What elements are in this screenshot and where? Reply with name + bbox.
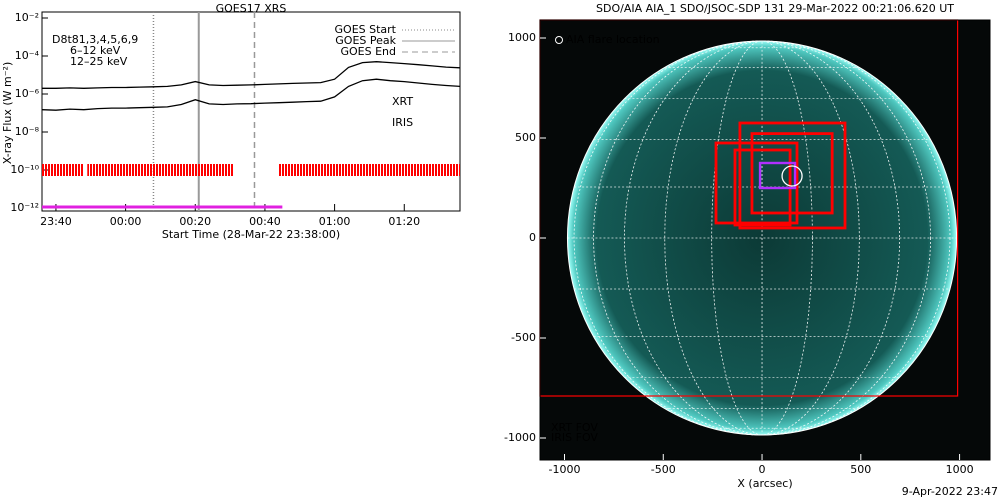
y-tick-label: 1000 xyxy=(508,31,536,44)
chart-title: SDO/AIA AIA_1 SDO/JSOC-SDP 131 29-Mar-20… xyxy=(596,2,954,15)
legend-label: GOES Peak xyxy=(335,34,396,47)
y-tick-label: 10⁻¹⁰ xyxy=(10,163,39,176)
y-axis-label: X-ray Flux (W m⁻²) xyxy=(1,62,14,164)
xrt-fov-box xyxy=(714,141,799,225)
x-tick-label: -500 xyxy=(651,463,676,476)
x-tick-label: 00:20 xyxy=(179,215,211,228)
x-axis-label: Start Time (28-Mar-22 23:38:00) xyxy=(162,228,340,241)
x-tick-label: 00:00 xyxy=(110,215,142,228)
y-tick-label: 10⁻⁸ xyxy=(15,125,40,138)
flare-legend-label: AIA flare location xyxy=(566,33,660,46)
xrt-coverage xyxy=(87,164,234,176)
flux-line xyxy=(42,61,461,89)
xrt-fov-box xyxy=(738,121,847,230)
flare-legend-symbol xyxy=(555,36,563,44)
chart-title: GOES17 XRS xyxy=(216,2,287,15)
x-tick-label: 00:40 xyxy=(249,215,281,228)
meridian xyxy=(593,40,931,436)
y-tick-label: -500 xyxy=(511,331,536,344)
x-tick-label: 1000 xyxy=(946,463,974,476)
legend-label: GOES End xyxy=(340,45,396,58)
y-tick-label: 500 xyxy=(515,131,536,144)
iris-label: IRIS xyxy=(392,116,413,129)
y-tick-label: 10⁻⁴ xyxy=(15,49,40,62)
plot-frame xyxy=(539,19,991,461)
iris-fov-label: IRIS FOV xyxy=(551,431,598,444)
xrt-coverage xyxy=(42,164,84,176)
iris-fov-box xyxy=(758,161,797,190)
y-tick-label: 10⁻¹² xyxy=(10,201,39,214)
x-tick-label: 01:20 xyxy=(388,215,420,228)
x-tick-label: 23:40 xyxy=(40,215,72,228)
flare-marker xyxy=(781,165,803,187)
x-tick-label: 0 xyxy=(759,463,766,476)
y-tick-label: 10⁻² xyxy=(15,11,39,24)
detector-label: D8t81,3,4,5,6,9 xyxy=(52,33,138,46)
flux-line xyxy=(41,78,461,111)
x-tick-label: 01:00 xyxy=(319,215,351,228)
xrt-fov-label: XRT FOV xyxy=(551,421,598,434)
y-tick-label: 10⁻⁶ xyxy=(15,87,40,100)
channel-label: 6–12 keV xyxy=(70,44,121,57)
limb xyxy=(566,40,958,436)
x-axis-label: X (arcsec) xyxy=(737,477,792,490)
xrt-label: XRT xyxy=(392,95,413,108)
xrt-fov-box xyxy=(750,132,834,215)
footer: 9-Apr-2022 23:47 xyxy=(902,485,998,498)
plot-frame xyxy=(41,11,461,212)
x-tick-label: 500 xyxy=(850,463,871,476)
legend-label: GOES Start xyxy=(335,23,397,36)
meridian xyxy=(573,40,951,436)
y-tick-label: 0 xyxy=(529,231,536,244)
y-tick-label: -1000 xyxy=(504,431,536,444)
channel-label: 12–25 keV xyxy=(70,55,128,68)
x-tick-label: -1000 xyxy=(549,463,581,476)
xrt-coverage xyxy=(278,164,460,176)
